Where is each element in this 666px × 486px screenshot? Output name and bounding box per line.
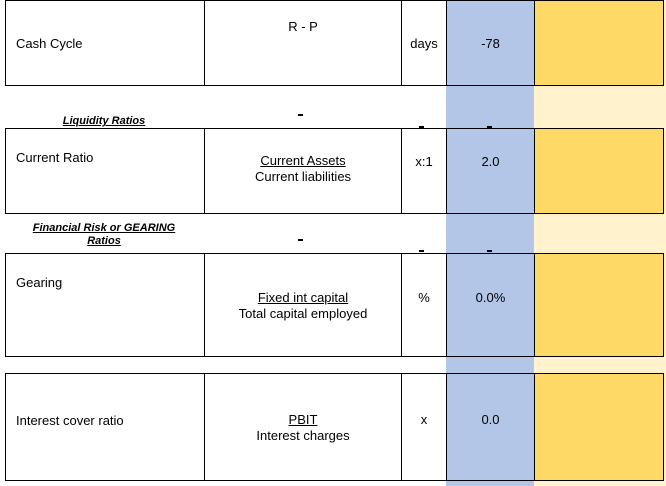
row-label-cash-cycle: Cash Cycle (5, 0, 205, 86)
row-label-text: Gearing (16, 274, 63, 290)
dash-marker (487, 250, 492, 252)
input-cell-cash-cycle[interactable] (534, 0, 664, 86)
value-cell-gearing[interactable]: 0.0% (446, 253, 535, 357)
formula-denominator: Current liabilities (254, 169, 352, 184)
unit-cell-interest-cover: x (401, 373, 447, 481)
unit-text: x (420, 412, 428, 427)
section-title: Liquidity Ratios (62, 115, 146, 127)
row-label-text: Current Ratio (16, 149, 94, 165)
formula-cell-gearing: Fixed int capital Total capital employed (204, 253, 402, 357)
unit-text: x:1 (415, 154, 433, 169)
formula-denominator: Total capital employed (238, 306, 368, 321)
dash-marker (298, 114, 303, 116)
formula-cell-interest-cover: PBIT Interest charges (204, 373, 402, 481)
value-text: 2.0 (481, 154, 500, 169)
value-cell-cash-cycle[interactable]: -78 (446, 0, 535, 86)
value-text: -78 (481, 35, 500, 51)
unit-cell-current-ratio: x:1 (401, 128, 447, 214)
dash-marker (298, 239, 303, 241)
dash-marker (487, 126, 492, 128)
unit-text: days (410, 35, 438, 51)
row-label-interest-cover: Interest cover ratio (5, 373, 205, 481)
formula-cell-current-ratio: Current Assets Current liabilities (204, 128, 402, 214)
value-cell-interest-cover[interactable]: 0.0 (446, 373, 535, 481)
dash-marker (419, 126, 424, 128)
row-label-gearing: Gearing (5, 253, 205, 357)
formula-numerator: Current Assets (260, 153, 346, 168)
value-cell-current-ratio[interactable]: 2.0 (446, 128, 535, 214)
formula-cell-cash-cycle: R - P (204, 0, 402, 86)
section-gearing-ratios: Financial Risk or GEARING Ratios (20, 222, 188, 248)
unit-cell-gearing: % (401, 253, 447, 357)
section-title-line1: Financial Risk or GEARING (32, 222, 176, 234)
formula-numerator: PBIT (288, 412, 318, 427)
formula-numerator: Fixed int capital (257, 290, 349, 305)
row-label-text: Interest cover ratio (16, 412, 124, 428)
unit-text: % (418, 290, 430, 305)
section-liquidity-ratios: Liquidity Ratios (20, 115, 188, 128)
row-label-current-ratio: Current Ratio (5, 128, 205, 214)
input-cell-current-ratio[interactable] (534, 128, 664, 214)
section-title-line2: Ratios (87, 235, 121, 247)
formula-denominator: Interest charges (256, 428, 350, 443)
dash-marker (419, 250, 424, 252)
row-label-text: Cash Cycle (16, 35, 83, 51)
unit-cell-cash-cycle: days (401, 0, 447, 86)
input-cell-gearing[interactable] (534, 253, 664, 357)
formula-text: R - P (288, 19, 318, 34)
value-text: 0.0 (481, 412, 500, 427)
value-text: 0.0% (475, 290, 506, 305)
input-cell-interest-cover[interactable] (534, 373, 664, 481)
